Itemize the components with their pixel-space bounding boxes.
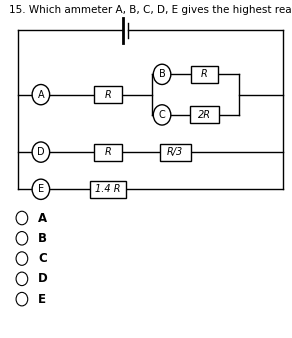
Text: 1.4 R: 1.4 R	[95, 184, 121, 194]
Text: E: E	[38, 184, 44, 194]
Circle shape	[32, 84, 50, 105]
FancyBboxPatch shape	[90, 181, 126, 198]
Circle shape	[16, 252, 28, 265]
Text: D: D	[38, 272, 48, 285]
Circle shape	[153, 105, 171, 125]
Text: R: R	[105, 147, 112, 157]
FancyBboxPatch shape	[94, 144, 122, 161]
Text: A: A	[38, 90, 44, 100]
Text: A: A	[38, 212, 47, 224]
FancyBboxPatch shape	[160, 144, 190, 161]
Circle shape	[32, 142, 50, 162]
Text: R: R	[201, 69, 208, 79]
Text: R/3: R/3	[167, 147, 183, 157]
Circle shape	[32, 179, 50, 199]
Text: E: E	[38, 293, 46, 306]
Text: B: B	[38, 232, 47, 245]
Circle shape	[16, 272, 28, 286]
Text: 2R: 2R	[198, 110, 211, 120]
FancyBboxPatch shape	[190, 106, 219, 123]
Text: C: C	[38, 252, 47, 265]
Circle shape	[153, 64, 171, 84]
Circle shape	[16, 211, 28, 225]
Text: D: D	[37, 147, 45, 157]
FancyBboxPatch shape	[190, 66, 218, 83]
Text: B: B	[159, 69, 166, 79]
FancyBboxPatch shape	[94, 86, 122, 103]
Text: 15. Which ammeter A, B, C, D, E gives the highest reading?: 15. Which ammeter A, B, C, D, E gives th…	[9, 5, 292, 15]
Text: C: C	[159, 110, 166, 120]
Circle shape	[16, 292, 28, 306]
Text: R: R	[105, 90, 112, 100]
Circle shape	[16, 232, 28, 245]
